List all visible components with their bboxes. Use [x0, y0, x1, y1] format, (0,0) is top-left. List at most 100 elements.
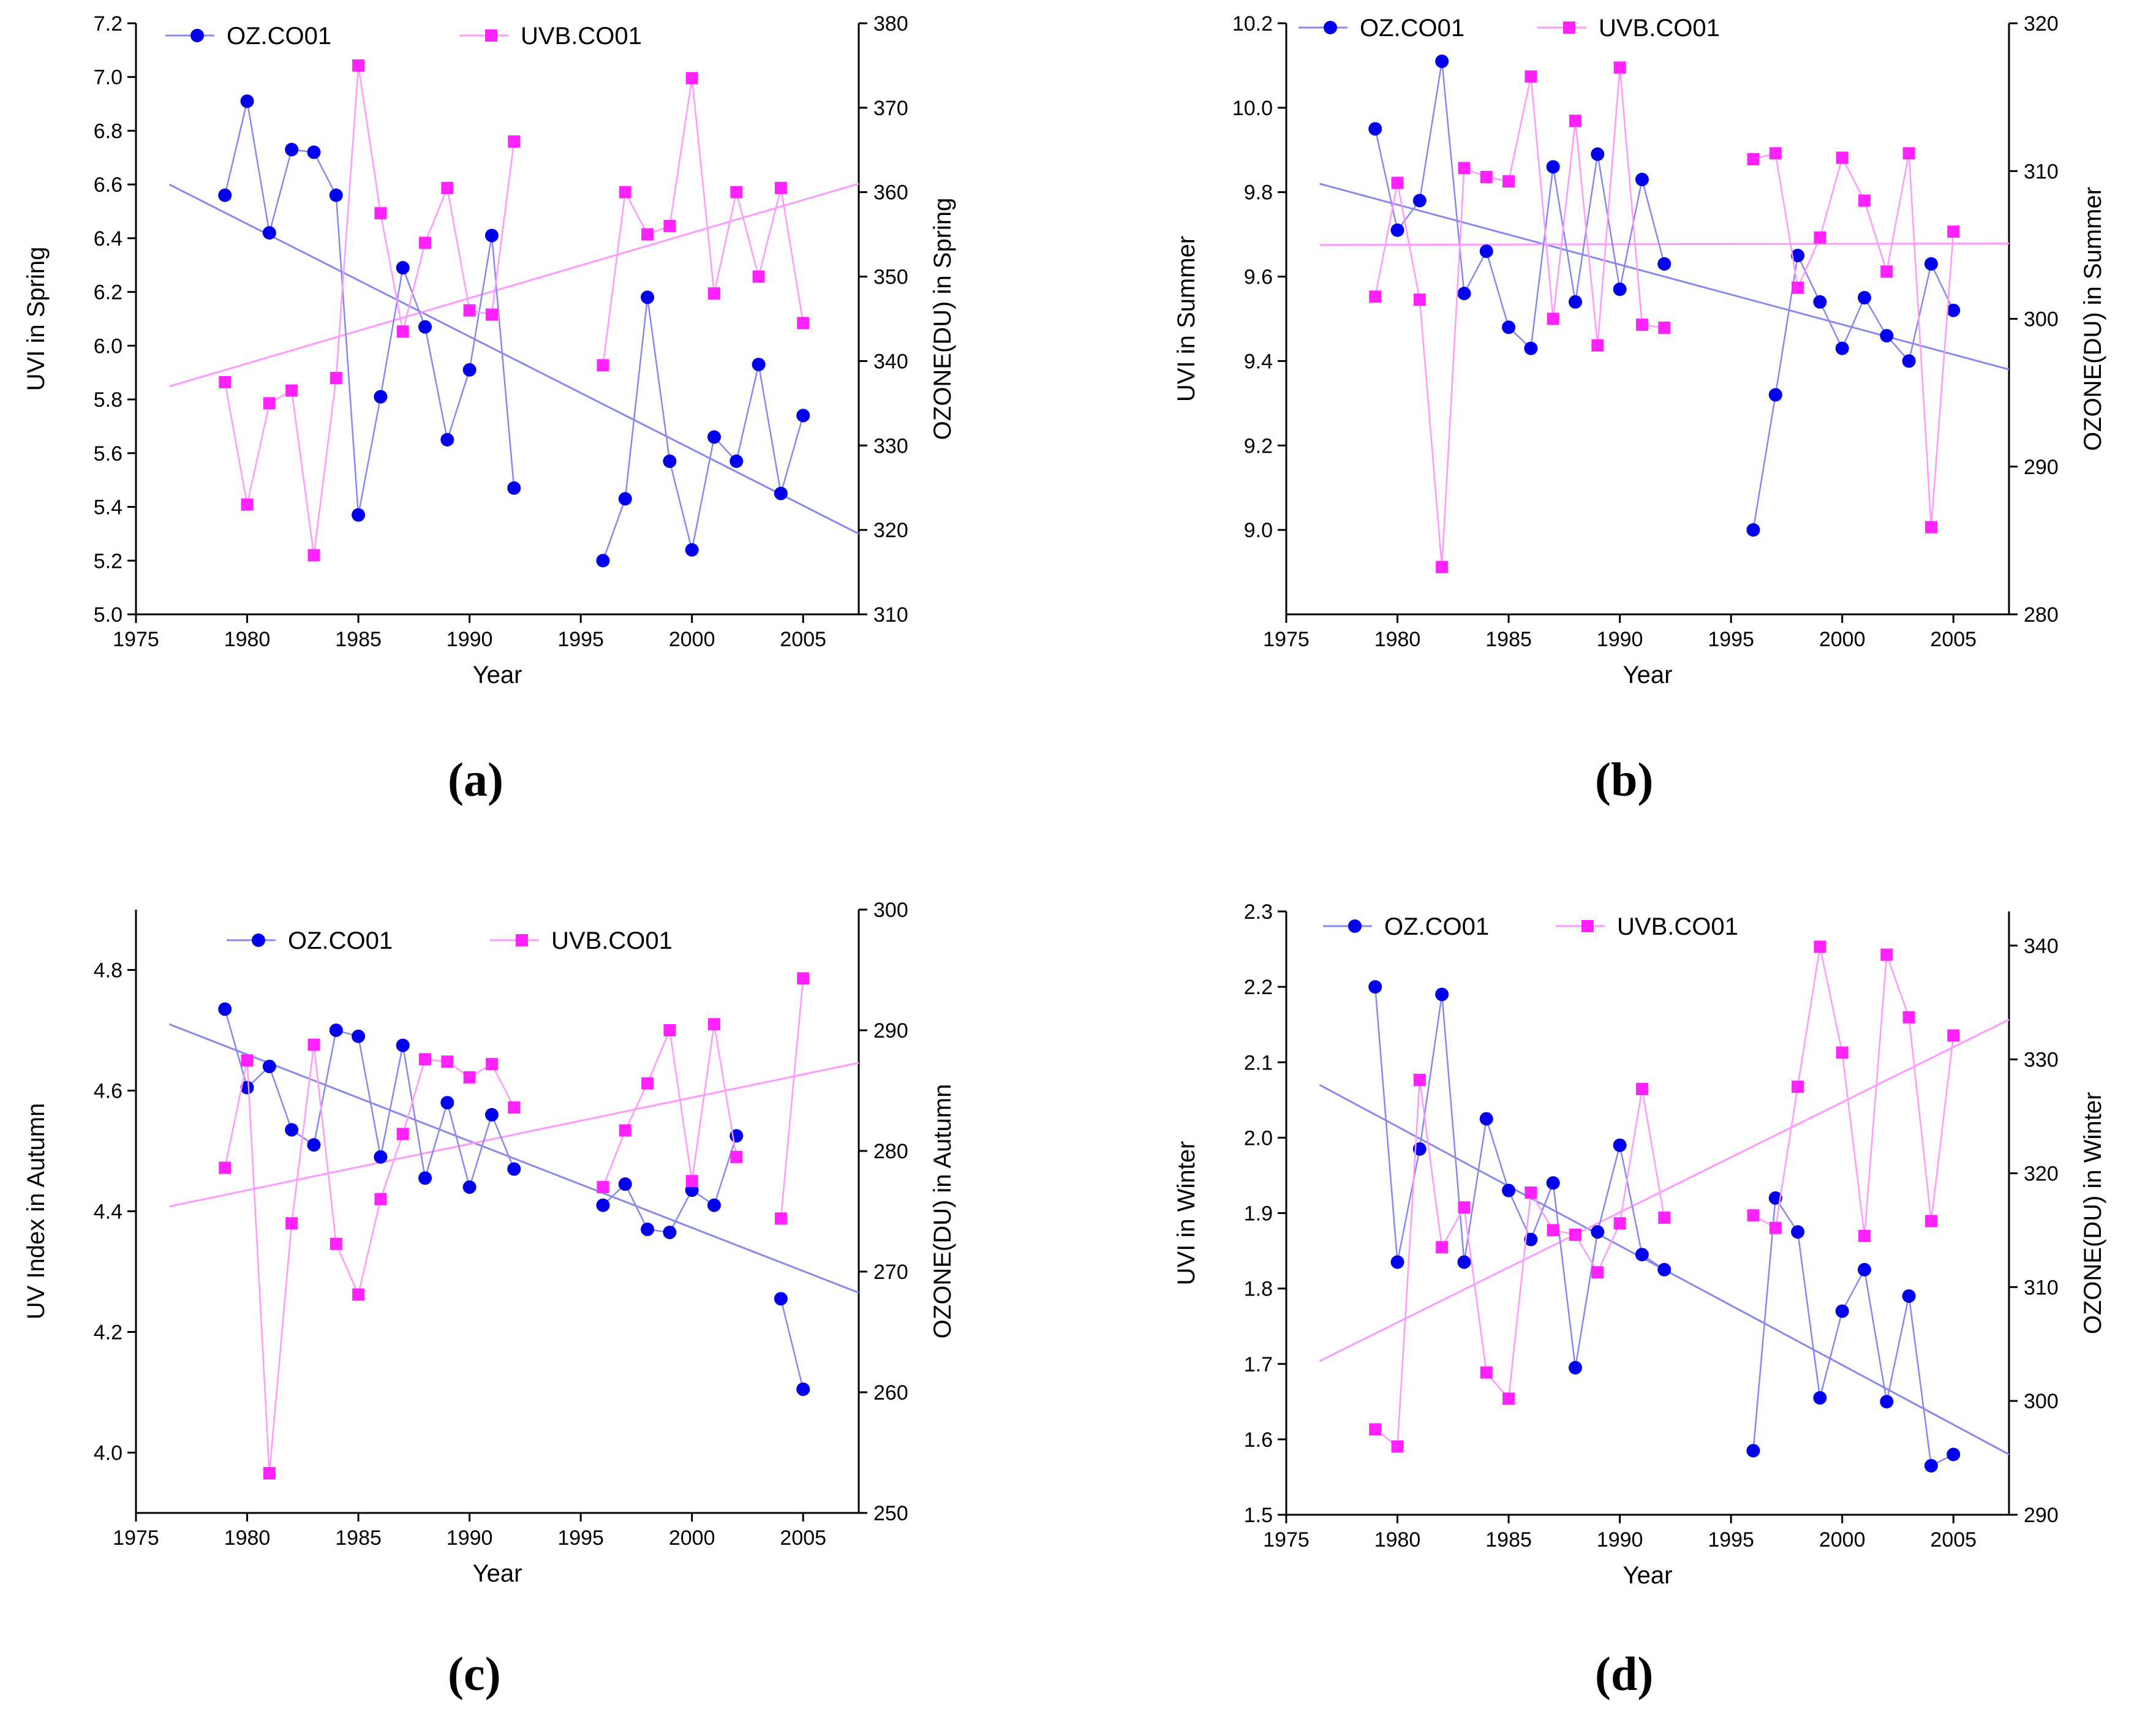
y-tick-label: 2.0 [1244, 1126, 1273, 1150]
data-point [796, 1382, 810, 1397]
series-line [224, 1009, 515, 1190]
x-tick-label: 2005 [780, 628, 826, 651]
data-point [1814, 940, 1826, 953]
data-point [1635, 1248, 1649, 1262]
y-right-tick-label: 340 [873, 350, 908, 373]
data-point [752, 270, 765, 283]
data-point [1479, 1112, 1493, 1126]
legend-marker-uvb [1563, 21, 1575, 34]
y-right-tick-label: 270 [873, 1261, 908, 1284]
data-point [729, 454, 744, 468]
series-line [224, 1044, 515, 1474]
data-point [1569, 1360, 1582, 1375]
data-point [1835, 341, 1849, 355]
y-tick-label: 7.0 [94, 66, 123, 89]
x-tick-label: 1985 [335, 628, 382, 651]
data-point [352, 1288, 365, 1301]
data-point [307, 1138, 321, 1152]
data-point [641, 290, 655, 304]
data-point [1390, 1255, 1404, 1269]
data-point [1547, 312, 1559, 325]
data-point [484, 1107, 499, 1122]
data-point [440, 432, 454, 447]
series-line [602, 78, 804, 366]
data-point [1747, 153, 1760, 165]
data-point [1768, 1191, 1782, 1205]
x-tick-label: 1995 [1708, 1528, 1754, 1552]
legend: OZ.CO01 UVB.CO01 [227, 927, 673, 954]
data-point [1635, 173, 1649, 187]
data-point [396, 325, 409, 338]
data-point [1924, 257, 1938, 271]
data-point [1613, 1217, 1626, 1230]
chart-panel-1: 1975 1980 1985 1990 1995 2000 2005 5.0 5.2 5.4 5.6… [23, 12, 956, 688]
data-point [1591, 147, 1605, 161]
data-point [1858, 1229, 1871, 1242]
y-right-tick-label: 310 [2024, 160, 2059, 183]
series-line [1374, 61, 1665, 350]
series-line [602, 297, 804, 561]
data-point [618, 492, 632, 506]
data-point [1502, 1392, 1515, 1405]
y-right-axis-title: OZONE(DU) in Autumn [929, 1084, 956, 1339]
data-point [508, 135, 521, 148]
legend-marker-uvb [485, 29, 497, 42]
y-tick-label: 1.8 [1244, 1278, 1273, 1301]
legend-marker-oz [1324, 21, 1337, 34]
series-line [1752, 252, 1954, 530]
data-point [1412, 194, 1427, 208]
data-point [396, 1128, 409, 1141]
data-point [485, 1058, 498, 1071]
data-point [1902, 1289, 1916, 1303]
data-point [1635, 1082, 1648, 1095]
y-right-tick-label: 320 [2024, 12, 2059, 36]
data-point [330, 1237, 342, 1250]
data-point [329, 1024, 343, 1037]
y-right-tick-label: 320 [2024, 1162, 2059, 1185]
trend-line [1319, 1019, 2010, 1362]
data-point [352, 508, 366, 522]
legend-label-uvb: UVB.CO01 [1599, 15, 1720, 42]
data-point [1791, 1225, 1805, 1239]
y-right-tick-label: 300 [873, 899, 908, 922]
series-line [1753, 152, 1954, 527]
data-point [1613, 61, 1626, 74]
y-tick-label: 6.8 [94, 119, 123, 143]
data-point [507, 481, 521, 495]
data-point [1635, 319, 1648, 331]
data-point [374, 1193, 387, 1205]
data-point [1813, 1391, 1827, 1405]
data-point [485, 308, 498, 321]
data-point [1436, 560, 1449, 573]
data-point [463, 1071, 476, 1084]
y-tick-label: 5.8 [94, 388, 123, 412]
data-point [1391, 176, 1404, 189]
data-point [285, 1217, 298, 1230]
data-point [1368, 980, 1382, 994]
x-tick-label: 1980 [224, 1526, 271, 1550]
data-point [1435, 55, 1449, 69]
legend-label-uvb: UVB.CO01 [1617, 913, 1738, 940]
x-tick-label: 1995 [557, 628, 604, 651]
data-point [285, 384, 298, 397]
y-axis-title: UV Index in Autumn [23, 1103, 50, 1320]
x-tick-label: 1975 [1263, 628, 1310, 651]
data-point [1902, 147, 1915, 160]
y-right-tick-label: 280 [873, 1140, 908, 1163]
trend-line [1319, 183, 2010, 371]
data-point [1569, 1228, 1581, 1241]
y-tick-label: 5.2 [94, 549, 123, 573]
data-point [1769, 147, 1782, 160]
data-point [752, 358, 766, 372]
data-point [707, 430, 721, 444]
data-point [1746, 523, 1760, 537]
data-point [1547, 1224, 1559, 1237]
data-point [418, 1171, 432, 1185]
chart-panel-4: 1975 1980 1985 1990 1995 2000 2005 1.5 1.6 1.7 1.8… [1173, 900, 2106, 1589]
data-point [1747, 1209, 1760, 1222]
data-point [1569, 295, 1582, 309]
legend: OZ.CO01 UVB.CO01 [1323, 913, 1738, 940]
y-tick-label: 4.6 [94, 1080, 123, 1103]
data-point [1880, 948, 1893, 961]
